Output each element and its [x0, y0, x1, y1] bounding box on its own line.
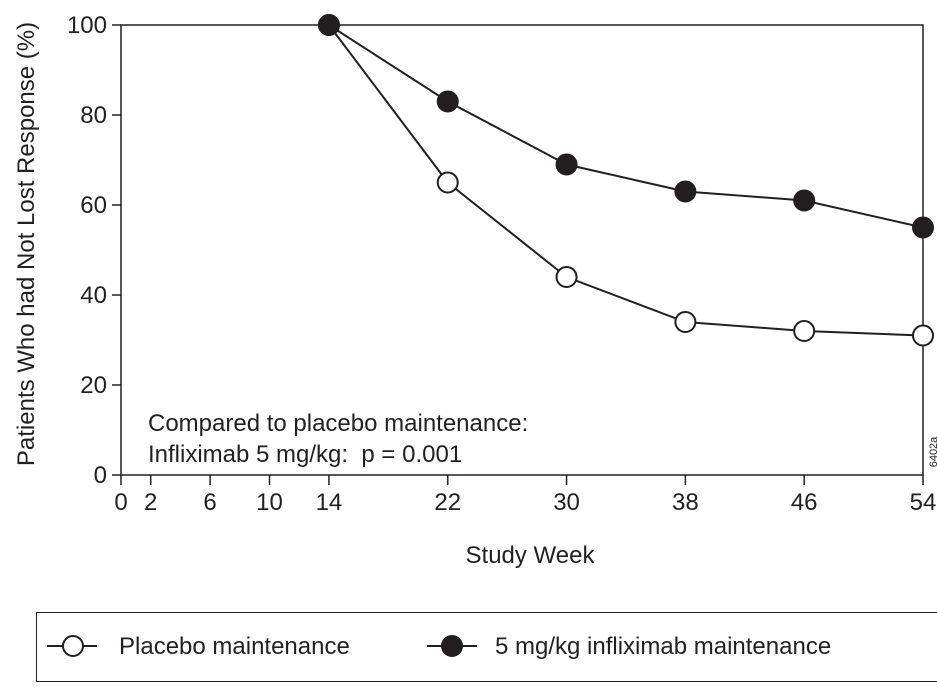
- x-tick-label: 38: [672, 489, 699, 516]
- series-lines: [328, 24, 924, 337]
- x-tick-label: 0: [114, 489, 127, 516]
- legend-label-infliximab: 5 mg/kg infliximab maintenance: [495, 633, 831, 660]
- y-tick-label: 60: [80, 192, 107, 219]
- data-point-infliximab: [317, 14, 340, 36]
- data-point-placebo: [793, 320, 816, 342]
- legend: Placebo maintenance 5 mg/kg infliximab m…: [36, 612, 937, 682]
- legend-item-placebo: Placebo maintenance: [47, 633, 350, 660]
- y-tick-label: 0: [94, 462, 107, 489]
- figure-code: 6402a: [928, 436, 937, 467]
- x-tick-label: 6: [203, 489, 216, 516]
- y-tick-label: 100: [67, 12, 107, 39]
- x-tick-label: 46: [791, 489, 818, 516]
- annotation-line-1: Compared to placebo maintenance:: [148, 410, 528, 437]
- series-line-1: [328, 24, 924, 229]
- data-point-infliximab: [555, 153, 578, 176]
- legend-label-placebo: Placebo maintenance: [119, 633, 350, 660]
- y-tick-label: 40: [80, 282, 107, 309]
- legend-marker-filled-circle: [441, 635, 463, 657]
- x-tick-label: 2: [144, 489, 157, 516]
- data-point-infliximab: [436, 90, 459, 113]
- data-point-infliximab: [674, 180, 697, 203]
- y-tick-label: 80: [80, 102, 107, 129]
- series-line-0: [328, 24, 924, 337]
- x-tick-label: 30: [553, 489, 580, 516]
- x-tick-label: 14: [316, 489, 343, 516]
- x-tick-label: 10: [256, 489, 283, 516]
- data-point-placebo: [912, 324, 934, 347]
- x-tick-label: 54: [910, 489, 937, 516]
- data-point-placebo: [674, 311, 697, 333]
- series-points: [317, 14, 934, 347]
- plot-frame: [120, 24, 924, 476]
- data-point-placebo: [436, 171, 459, 194]
- annotation-line-2: Infliximab 5 mg/kg: p = 0.001: [148, 441, 462, 468]
- x-axis-label: Study Week: [466, 542, 596, 569]
- legend-marker-open-circle: [62, 635, 84, 657]
- x-tick-label: 22: [434, 489, 461, 516]
- y-axis-label: Patients Who had Not Lost Response (%): [13, 22, 40, 466]
- data-point-infliximab: [793, 189, 816, 212]
- data-point-placebo: [555, 266, 578, 288]
- chart-axes: [120, 24, 924, 476]
- y-tick-label: 20: [80, 372, 107, 399]
- legend-item-infliximab: 5 mg/kg infliximab maintenance: [427, 633, 831, 660]
- data-point-infliximab: [912, 216, 934, 239]
